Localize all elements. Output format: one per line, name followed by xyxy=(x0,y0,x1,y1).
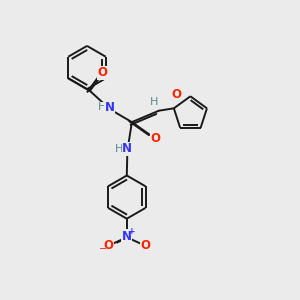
Text: O: O xyxy=(150,132,160,145)
Text: H: H xyxy=(115,144,124,154)
Text: H: H xyxy=(98,102,106,112)
Text: O: O xyxy=(103,239,113,252)
Text: +: + xyxy=(128,227,135,236)
Text: −: − xyxy=(99,244,107,254)
Text: N: N xyxy=(105,101,115,114)
Text: O: O xyxy=(140,239,150,252)
Text: N: N xyxy=(122,142,132,155)
Text: H: H xyxy=(150,97,159,107)
Text: O: O xyxy=(171,88,181,101)
Text: O: O xyxy=(98,66,108,80)
Text: N: N xyxy=(122,230,132,243)
